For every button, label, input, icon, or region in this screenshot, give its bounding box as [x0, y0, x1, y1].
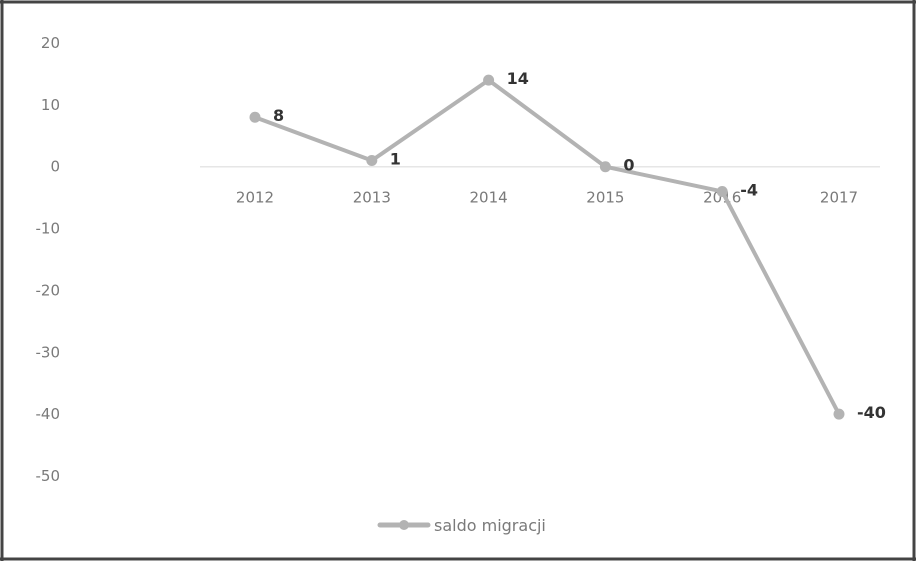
- y-tick-label: -50: [36, 467, 61, 485]
- x-tick-label: 2015: [586, 189, 624, 207]
- x-tick-label: 2014: [470, 189, 508, 207]
- data-label: 8: [273, 106, 284, 125]
- y-tick-label: -40: [36, 405, 61, 423]
- data-label: 0: [623, 156, 634, 175]
- data-point: [716, 185, 728, 197]
- data-label: -40: [857, 403, 886, 422]
- data-point: [833, 408, 845, 420]
- x-tick-label: 2013: [353, 189, 391, 207]
- y-tick-label: -20: [36, 281, 61, 299]
- y-tick-label: 0: [50, 158, 60, 176]
- x-tick-label: 2016: [703, 189, 741, 207]
- y-tick-label: 20: [41, 34, 60, 52]
- legend-swatch-marker: [399, 520, 409, 530]
- data-label: 1: [390, 150, 401, 169]
- y-tick-label: 10: [41, 96, 60, 114]
- legend: saldo migracji: [377, 516, 546, 535]
- data-labels: 8 1 14 0 -4 -40: [273, 69, 886, 422]
- y-axis-ticks: 20 10 0 -10 -20 -30 -40 -50: [36, 34, 61, 485]
- x-axis-ticks: 2012 2013 2014 2015 2016 2017: [236, 189, 858, 207]
- x-tick-label: 2017: [820, 189, 858, 207]
- y-tick-label: -10: [36, 220, 61, 238]
- data-label: -4: [740, 180, 758, 199]
- data-point: [483, 74, 495, 86]
- series-line-saldo-migracji: [253, 78, 841, 417]
- data-point: [599, 161, 611, 173]
- data-point: [249, 111, 261, 123]
- legend-label: saldo migracji: [434, 516, 546, 535]
- data-point: [366, 155, 378, 167]
- series-layer: [249, 74, 845, 420]
- x-tick-label: 2012: [236, 189, 274, 207]
- data-label: 14: [507, 69, 529, 88]
- y-tick-label: -30: [36, 343, 61, 361]
